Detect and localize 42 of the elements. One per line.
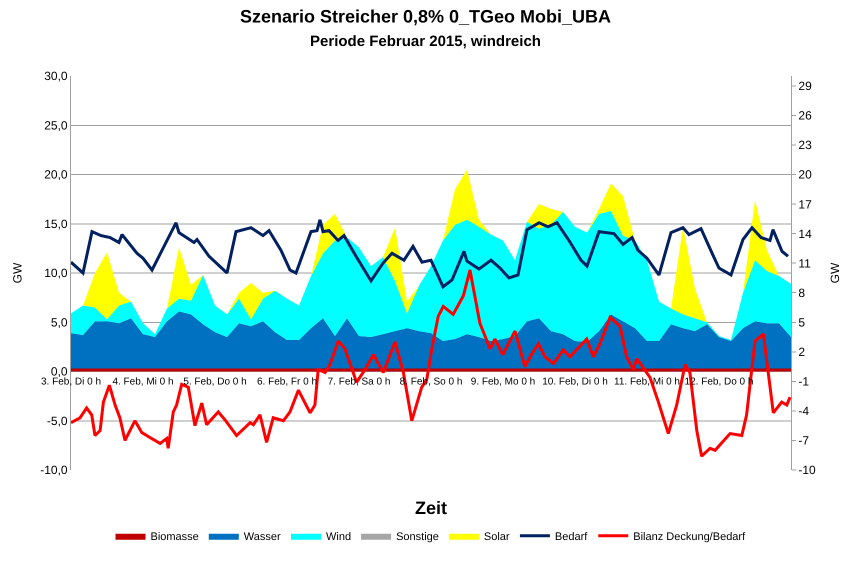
legend-label: Wasser [244,531,282,544]
x-axis-title: Zeit [415,498,448,518]
y2-tick-label: -1 [798,374,810,389]
y2-tick-label: 11 [798,256,812,270]
y2-tick-label: 14 [798,226,812,241]
legend-label: Sonstige [396,531,439,544]
y-tick-label: -10,0 [40,463,68,478]
y-tick-label: 25,0 [44,118,68,132]
x-tick-label: 9. Feb, Mo 0 h [470,376,536,388]
y2-tick-label: -7 [798,434,810,448]
legend-label: Biomasse [150,531,199,544]
y-tick-label: 5,0 [50,315,68,330]
y2-tick-label: 20 [798,168,812,182]
y-tick-label: 20,0 [44,168,68,182]
x-tick-label: 11. Feb, Mi 0 h [614,376,680,388]
y2-tick-label: 23 [798,138,812,152]
y2-tick-label: 17 [798,197,812,212]
x-tick-label: 5. Feb, Do 0 h [183,376,247,388]
chart-title: Szenario Streicher 0,8% 0_TGeo Mobi_UBA [240,6,612,26]
y2-tick-label: 2 [798,345,806,359]
x-tick-label: 10. Feb, Di 0 h [542,376,608,388]
y-tick-label: -5,0 [46,414,68,428]
y-tick-label: 15,0 [44,216,68,231]
y-tick-label: 30,0 [44,69,68,84]
y2-axis-title: GW [828,262,842,284]
line-series [71,218,790,288]
chart-subtitle: Periode Februar 2015, windreich [310,32,541,50]
y2-tick-label: 5 [798,315,806,330]
y2-tick-label: 8 [798,286,806,300]
legend-label: Bilanz Deckung/Bedarf [633,531,746,544]
x-tick-label: 4. Feb, Mi 0 h [112,376,174,388]
y2-tick-label: -10 [798,463,816,478]
x-tick-label: 7. Feb, Sa 0 h [328,376,390,388]
y2-tick-label: 29 [798,79,812,94]
y2-tick-label: -4 [798,404,810,418]
y2-tick-label: 26 [798,108,812,123]
legend-label: Solar [484,531,510,544]
x-tick-label: 3. Feb, Di 0 h [40,376,102,388]
legend-label: Wind [326,531,352,544]
y-tick-label: 10,0 [44,266,68,280]
y-axis-title: GW [10,262,25,284]
legend-label: Bedarf [554,531,588,544]
